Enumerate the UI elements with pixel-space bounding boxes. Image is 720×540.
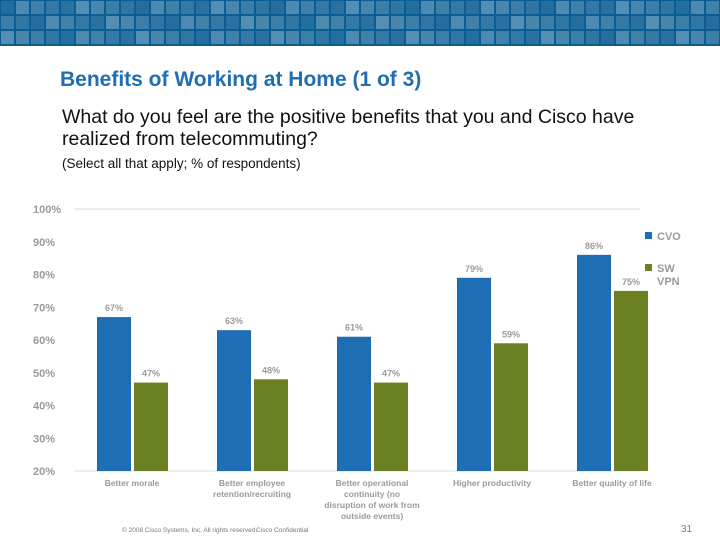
y-tick-label: 60%: [33, 335, 55, 347]
footer-copyright: © 2008 Cisco Systems, Inc. All rights re…: [122, 527, 258, 534]
bar-value-label: 47%: [382, 369, 400, 379]
footer-confidential: Cisco Confidential: [256, 527, 309, 534]
bar-cvo: [337, 336, 371, 471]
category-label: retention/recruiting: [213, 489, 291, 499]
bar-cvo: [97, 317, 131, 471]
bar-sw-vpn: [374, 382, 408, 471]
legend-swatch: [645, 264, 652, 271]
y-tick-label: 20%: [33, 466, 55, 478]
bar-value-label: 47%: [142, 369, 160, 379]
y-tick-label: 30%: [33, 433, 55, 445]
bar-sw-vpn: [254, 379, 288, 471]
y-tick-label: 50%: [33, 368, 55, 380]
bar-sw-vpn: [614, 290, 648, 471]
slide-subtitle: What do you feel are the positive benefi…: [62, 106, 635, 150]
y-tick-label: 40%: [33, 401, 55, 413]
bar-value-label: 75%: [622, 277, 640, 287]
top-banner: [0, 0, 720, 46]
legend-label: VPN: [657, 276, 680, 288]
category-label: outside events): [341, 511, 404, 521]
bar-chart: 100% 90% 80% 70% 60% 50% 40% 30% 20% 67% 63% 61% 79%…: [33, 204, 681, 521]
legend-swatch: [645, 232, 652, 239]
bar-value-label: 79%: [465, 264, 483, 274]
bar-cvo: [457, 277, 491, 471]
category-label: continuity (no: [344, 489, 400, 499]
bar-value-label: 61%: [345, 323, 363, 333]
bar-value-label: 48%: [262, 365, 280, 375]
slide-title: Benefits of Working at Home (1 of 3): [60, 68, 422, 91]
y-tick-label: 100%: [33, 204, 61, 216]
category-label: disruption of work from: [324, 500, 420, 510]
category-label: Higher productivity: [453, 478, 531, 488]
bar-value-label: 59%: [502, 329, 520, 339]
category-label: Better operational: [336, 478, 409, 488]
bar-sw-vpn: [494, 343, 528, 471]
y-tick-label: 80%: [33, 270, 55, 282]
slide-note: (Select all that apply; % of respondents…: [62, 156, 301, 171]
bar-value-label: 67%: [105, 303, 123, 313]
bar-value-label: 63%: [225, 316, 243, 326]
category-label: Better employee: [219, 478, 285, 488]
y-tick-label: 90%: [33, 237, 55, 249]
y-tick-label: 70%: [33, 302, 55, 314]
bar-cvo: [577, 254, 611, 471]
page-number: 31: [681, 524, 693, 535]
bar-sw-vpn: [134, 382, 168, 471]
legend-label: SW: [657, 263, 675, 275]
legend-label: CVO: [657, 231, 681, 243]
bar-cvo: [217, 330, 251, 471]
bar-value-label: 86%: [585, 241, 603, 251]
category-label: Better morale: [105, 478, 160, 488]
category-label: Better quality of life: [572, 478, 652, 488]
